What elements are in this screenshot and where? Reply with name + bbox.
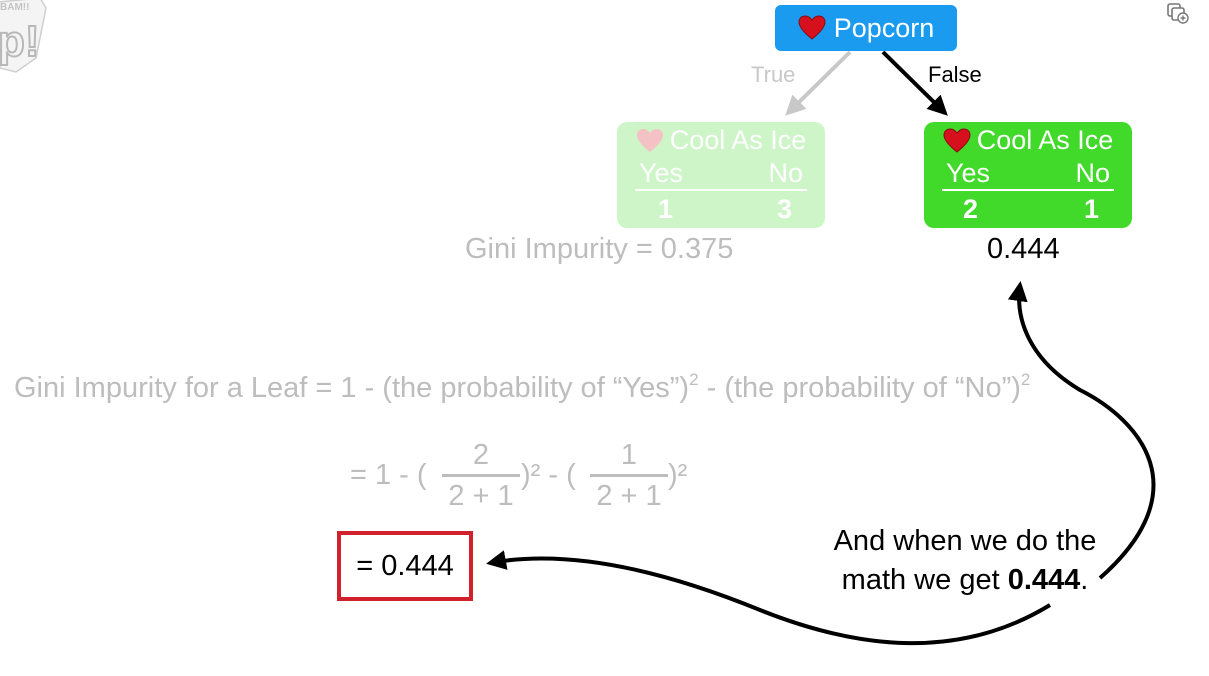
leaf-false-node: Cool As Ice Yes No 2 1 [924, 122, 1132, 228]
formula-part1: Gini Impurity for a Leaf = 1 - (the prob… [14, 372, 690, 404]
leaf-false-no-count: 1 [1083, 194, 1099, 224]
gini-impurity-true-leaf: Gini Impurity = 0.375 [465, 233, 734, 265]
true-branch-arrow [785, 50, 852, 116]
math-suffix: )² [668, 459, 688, 491]
copy-add-icon[interactable] [1166, 2, 1190, 24]
leaf-false-no-label: No [1075, 158, 1110, 188]
leaf-false-yes-count: 2 [963, 194, 979, 224]
heart-icon [636, 128, 664, 154]
bam-logo: BAM!! p! [0, 0, 56, 78]
fraction-no-numerator: 1 [620, 439, 638, 471]
leaf-true-no-count: 3 [776, 194, 792, 224]
gini-formula: Gini Impurity for a Leaf = 1 - (the prob… [14, 370, 1031, 405]
formula-exp1: 2 [689, 370, 699, 389]
svg-text:p!: p! [0, 17, 40, 66]
caption-line2-prefix: math we get [841, 564, 1008, 596]
caption-to-gini-arrow [1007, 281, 1156, 580]
leaf-true-yes-count: 1 [658, 194, 674, 224]
caption-line1: And when we do the [833, 525, 1097, 557]
fraction-no-bar [590, 474, 668, 477]
false-branch-label: False [928, 62, 982, 87]
fraction-no-denominator: 2 + 1 [596, 480, 662, 512]
math-middle: )² - ( [521, 459, 576, 491]
leaf-true-divider [635, 189, 807, 191]
true-branch-label: True [751, 62, 796, 87]
fraction-yes-bar [442, 474, 520, 477]
leaf-false-title-text: Cool As Ice [976, 125, 1114, 155]
leaf-false-divider [942, 189, 1114, 191]
heart-icon [943, 127, 971, 154]
leaf-true-title-text: Cool As Ice [669, 125, 807, 155]
fraction-yes-numerator: 2 [472, 439, 490, 471]
heart-icon [798, 15, 826, 41]
result-value: = 0.444 [356, 549, 454, 582]
leaf-false-title: Cool As Ice [924, 125, 1132, 156]
gini-impurity-false-leaf: 0.444 [987, 233, 1060, 265]
leaf-true-title: Cool As Ice [617, 125, 825, 156]
leaf-true-yes-label: Yes [639, 158, 684, 188]
root-node-label: Popcorn [833, 12, 935, 43]
caption-line2-bold: 0.444 [1007, 564, 1081, 596]
leaf-true-no-label: No [768, 158, 803, 188]
fraction-yes-denominator: 2 + 1 [448, 480, 514, 512]
fraction-no: 1 2 + 1 [590, 439, 668, 513]
caption-line2-suffix: . [1080, 564, 1089, 596]
leaf-false-yes-label: Yes [946, 158, 991, 188]
leaf-true-node: Cool As Ice Yes No 1 3 [617, 122, 825, 228]
formula-exp2: 2 [1020, 370, 1031, 389]
fraction-yes: 2 2 + 1 [442, 439, 520, 513]
result-box: = 0.444 [337, 531, 473, 601]
false-branch-arrow [881, 50, 948, 116]
svg-text:BAM!!: BAM!! [0, 2, 29, 13]
root-node-popcorn: Popcorn [775, 5, 957, 51]
formula-part2: - (the probability of “No”) [698, 372, 1021, 404]
caption-to-result-arrow [486, 550, 1052, 646]
caption-text: And when we do the math we get 0.444. [800, 522, 1130, 600]
math-prefix: = 1 - ( [350, 459, 427, 491]
